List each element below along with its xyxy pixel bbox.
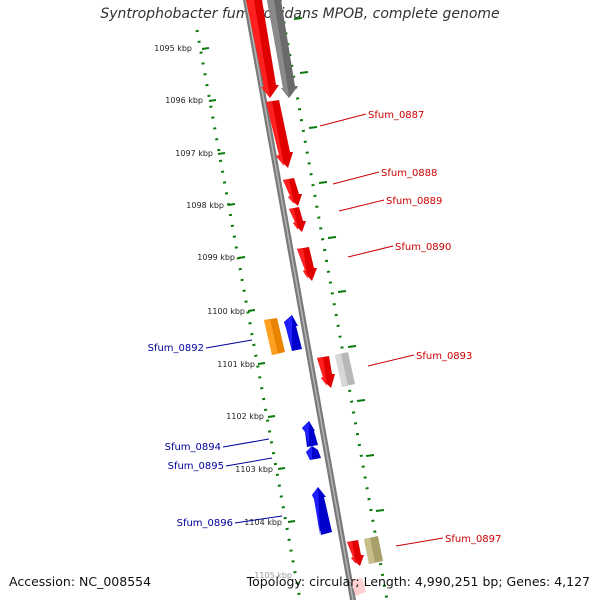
scale-label-partial: 1105 kbp [254,571,292,580]
scale-label: 1098 kbp [186,201,224,210]
scale-label: 1102 kbp [226,412,264,421]
scale-label: 1103 kbp [235,465,273,474]
scale-label: 1095 kbp [154,44,192,53]
reverse-genes [264,315,332,535]
outer-major-ticks [293,17,385,512]
gene-label-sfum-0894[interactable]: Sfum_0894 [165,442,221,453]
forward-genes [246,0,383,596]
scale-label: 1097 kbp [175,149,213,158]
scale-label: 1104 kbp [244,518,282,527]
scale-label: 1100 kbp [207,307,245,316]
gene-label-sfum-0892[interactable]: Sfum_0892 [148,343,204,354]
inner-major-ticks [201,47,296,523]
gene-label-sfum-0895[interactable]: Sfum_0895 [168,461,224,472]
gene-label-sfum-0897[interactable]: Sfum_0897 [445,534,501,545]
gene-faded [350,578,366,596]
scale-label: 1096 kbp [165,96,203,105]
gene-label-sfum-0890[interactable]: Sfum_0890 [395,242,451,253]
gene-label-sfum-0889[interactable]: Sfum_0889 [386,196,442,207]
scale-label: 1099 kbp [197,253,235,262]
gene-sfum-0894 [302,421,318,447]
outer-tick-track [278,0,389,600]
gene-label-sfum-0888[interactable]: Sfum_0888 [381,168,437,179]
scale-label: 1101 kbp [217,360,255,369]
gene-label-sfum-0887[interactable]: Sfum_0887 [368,110,424,121]
gene-label-sfum-0896[interactable]: Sfum_0896 [177,518,233,529]
accession-text: Accession: NC_008554 [9,574,152,589]
genome-summary: Topology: circular; Length: 4,990,251 bp… [246,574,590,589]
map-title: Syntrophobacter fumaroxidans MPOB, compl… [100,6,500,22]
gene-label-sfum-0893[interactable]: Sfum_0893 [416,351,472,362]
